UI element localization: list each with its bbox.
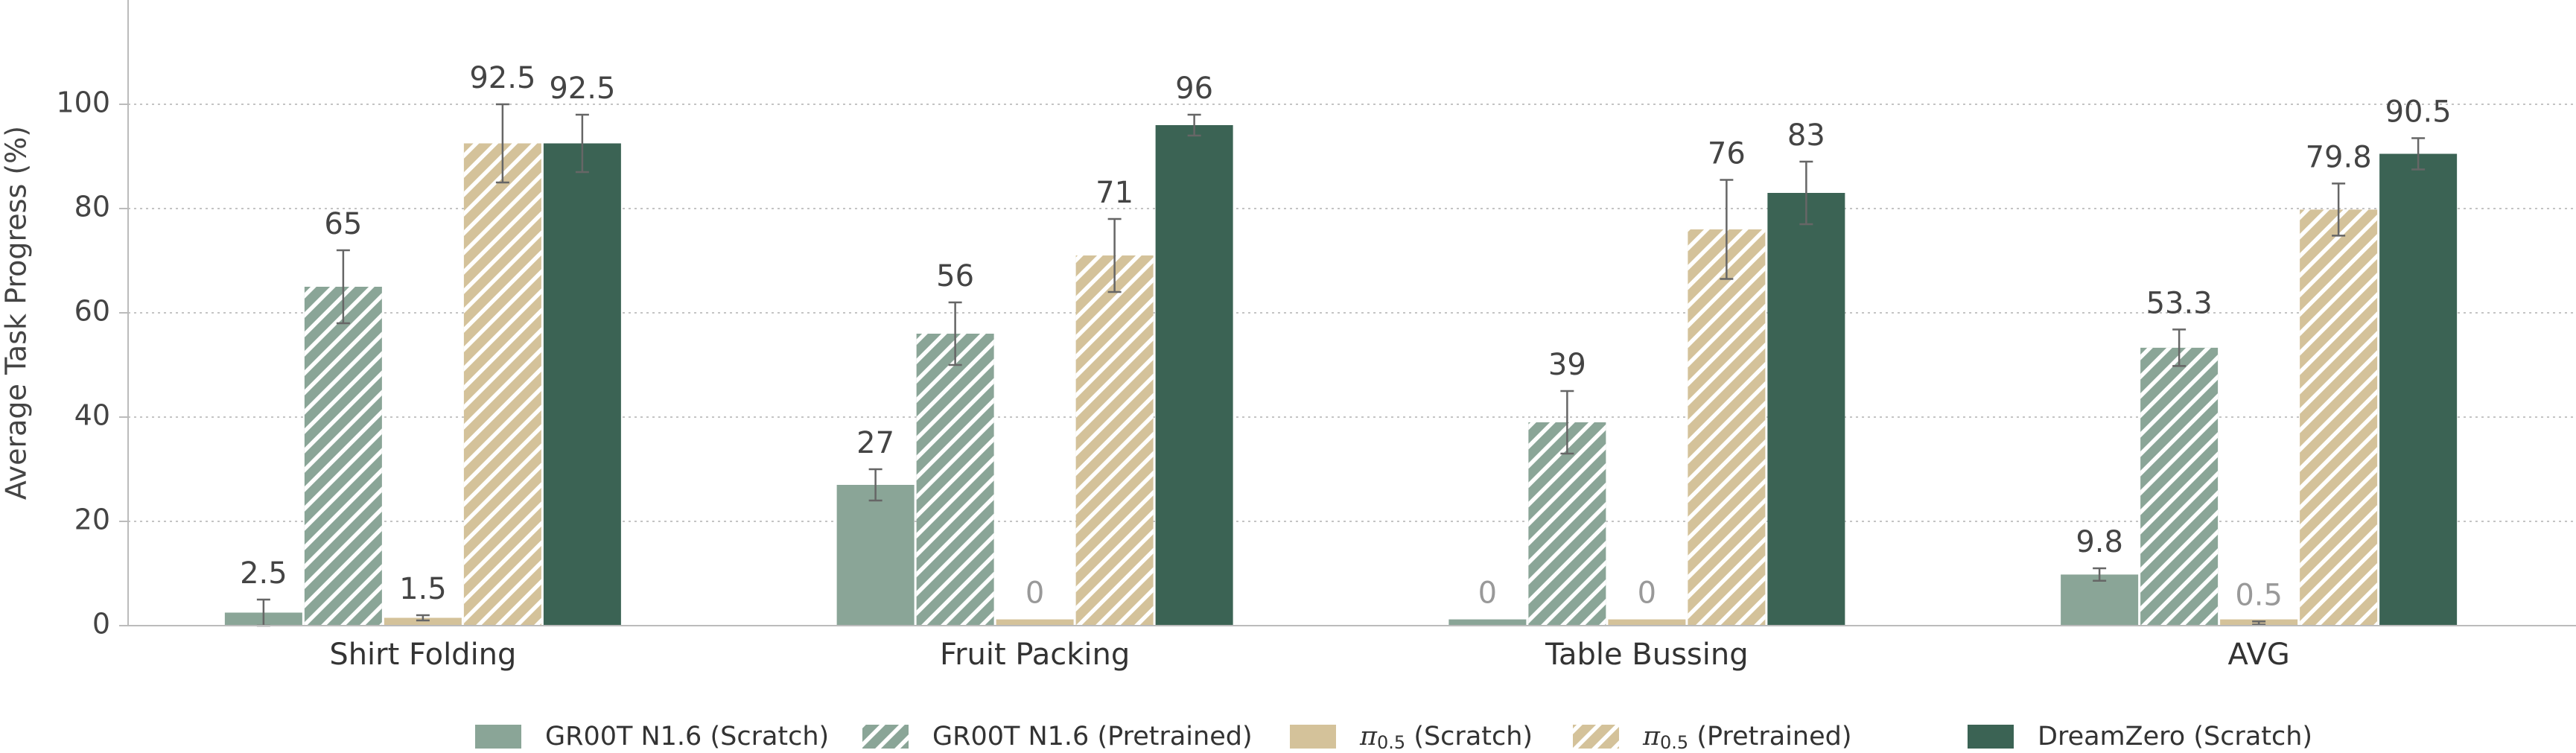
legend-swatch — [1290, 725, 1336, 749]
y-ticks: 0 20 40 60 80 100 — [56, 86, 128, 641]
x-tick-label: Shirt Folding — [329, 638, 516, 672]
bar — [1448, 619, 1527, 626]
data-label: 53.3 — [2146, 286, 2213, 320]
data-label: 39 — [1548, 348, 1586, 382]
bar — [836, 485, 915, 626]
data-labels: 2.5 65 1.5 92.5 92.5 27 56 0 71 96 0 39 0 76 83 9.8 53.3… — [240, 61, 2452, 612]
data-label: 2.5 — [240, 556, 287, 591]
legend-label: GR00T N1.6 (Scratch) — [545, 722, 829, 752]
legend-swatch-hatch — [862, 725, 909, 749]
bar — [2061, 574, 2139, 626]
data-label: 0 — [1025, 576, 1044, 611]
y-tick-label: 60 — [74, 295, 110, 328]
bar — [1155, 125, 1233, 626]
bar-hatch — [2300, 209, 2378, 626]
legend-swatch — [1968, 725, 2014, 749]
legend-swatch — [475, 725, 521, 749]
bar-hatch — [1688, 229, 1766, 626]
legend: GR00T N1.6 (Scratch) GR00T N1.6 (Pretrain… — [475, 722, 2312, 753]
x-tick-labels: Shirt Folding Fruit Packing Table Bussing A… — [329, 638, 2289, 672]
data-label: 79.8 — [2306, 140, 2372, 174]
legend-label: DreamZero (Scratch) — [2038, 722, 2312, 752]
legend-swatch-hatch — [1573, 725, 1619, 749]
bar — [384, 617, 462, 626]
data-label: 0.5 — [2235, 578, 2283, 612]
data-label: 92.5 — [549, 72, 615, 106]
y-tick-label: 80 — [74, 191, 110, 223]
bar — [996, 619, 1074, 626]
bar-hatch — [304, 287, 382, 626]
data-label: 9.8 — [2076, 525, 2123, 559]
x-tick-label: Table Bussing — [1545, 638, 1748, 672]
data-label: 96 — [1175, 72, 1213, 106]
bar — [2379, 153, 2458, 626]
y-tick-label: 0 — [92, 608, 110, 641]
bar-hatch — [2140, 347, 2219, 626]
bar — [1767, 193, 1845, 626]
x-tick-label: Fruit Packing — [940, 638, 1130, 672]
data-label: 83 — [1787, 118, 1825, 153]
legend-label: GR00T N1.6 (Pretrained) — [932, 722, 1253, 752]
legend-label: π0.5 (Pretrained) — [1642, 722, 1851, 753]
data-label: 1.5 — [399, 572, 447, 606]
y-tick-label: 100 — [56, 86, 110, 119]
bar — [1608, 619, 1686, 626]
error-bars — [256, 103, 2426, 627]
bar-hatch — [1528, 422, 1606, 626]
data-label: 0 — [1638, 576, 1656, 611]
y-axis-label: Average Task Progress (%) — [0, 126, 33, 500]
bar-hatch — [916, 334, 994, 626]
data-label: 0 — [1478, 576, 1497, 611]
data-label: 56 — [936, 259, 974, 293]
bar-hatch — [1075, 255, 1154, 626]
bar-hatch — [463, 143, 541, 626]
data-label: 65 — [324, 207, 362, 241]
bars — [224, 125, 2458, 626]
y-tick-label: 20 — [74, 503, 110, 536]
bar — [543, 143, 621, 626]
data-label: 90.5 — [2385, 95, 2452, 130]
legend-label: π0.5 (Scratch) — [1359, 722, 1533, 753]
y-tick-label: 40 — [74, 399, 110, 432]
x-tick-label: AVG — [2228, 638, 2290, 672]
data-label: 71 — [1095, 176, 1133, 210]
data-label: 92.5 — [469, 61, 535, 95]
data-label: 76 — [1708, 137, 1746, 171]
data-label: 27 — [856, 426, 894, 460]
